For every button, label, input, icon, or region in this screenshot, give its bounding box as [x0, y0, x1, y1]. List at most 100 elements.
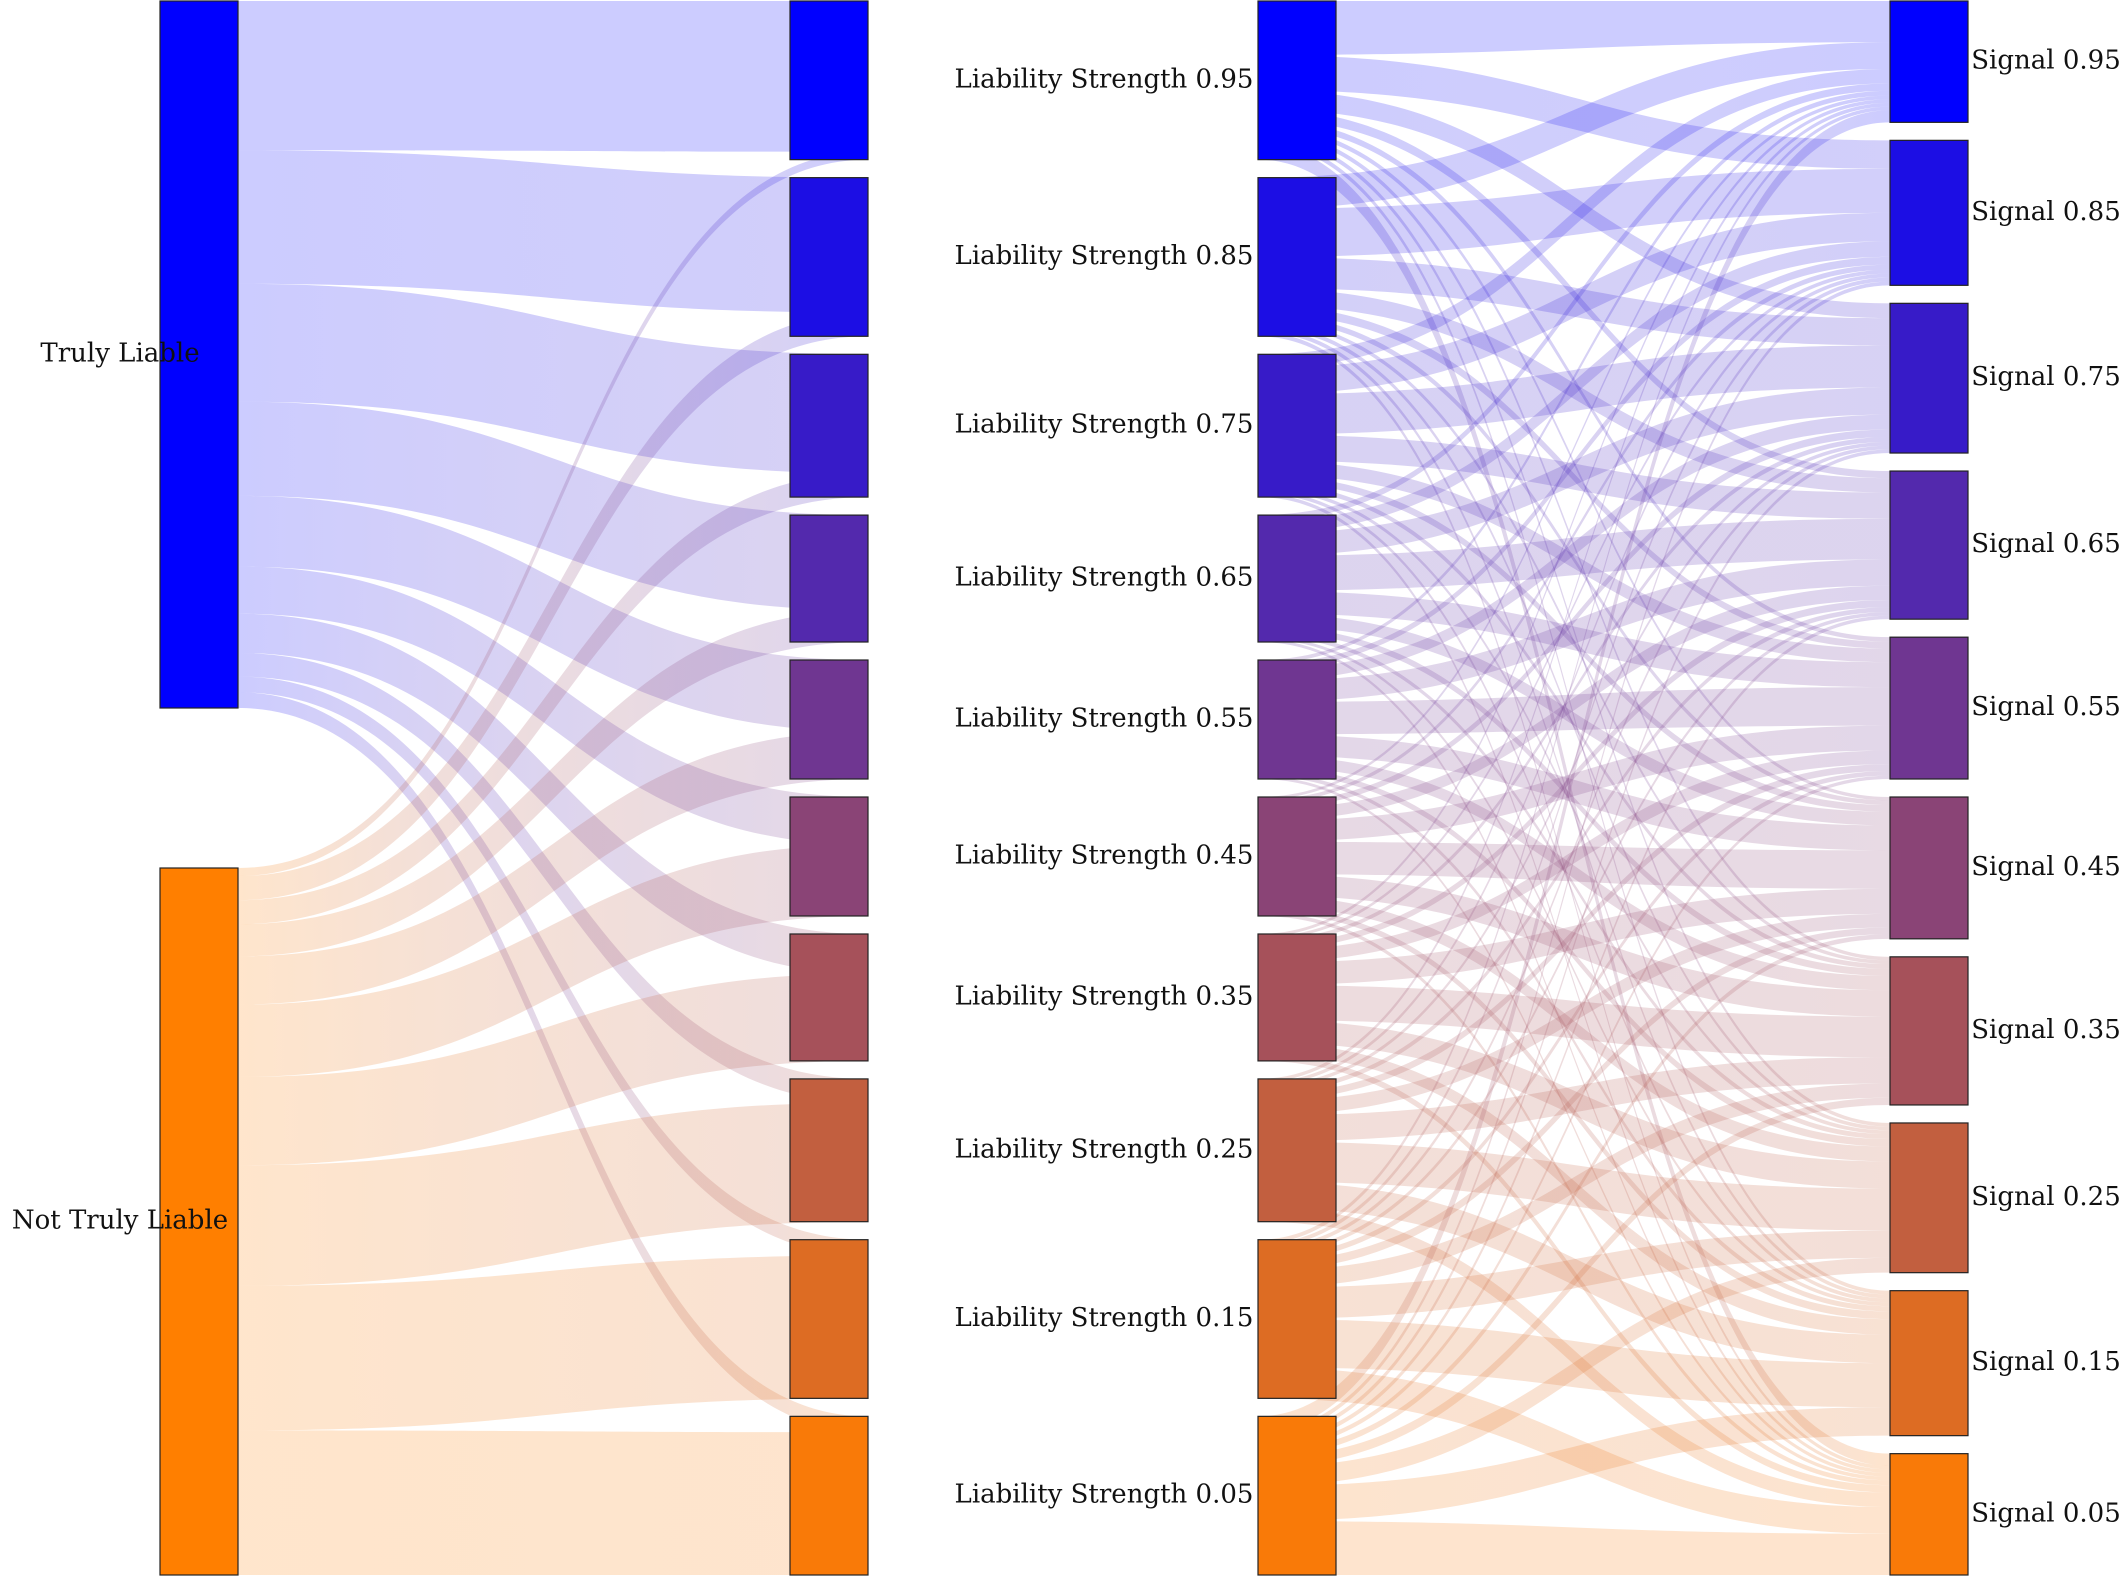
- link-strength-signal: [1258, 559, 1890, 702]
- strength-label: Liability Strength 0.15: [955, 1303, 1254, 1333]
- link-truth-strength: [238, 973, 868, 1166]
- link-strength-signal: [1258, 83, 1890, 522]
- link-strength-signal: [1258, 387, 1890, 557]
- links-strength-to-signal: [1258, 1, 1890, 1575]
- link-strength-signal: [1258, 102, 1890, 1083]
- link-strength-signal: [1258, 841, 1890, 889]
- link-strength-signal: [1258, 493, 1890, 1474]
- link-strength-signal: [1258, 775, 1890, 1452]
- link-strength-signal: [1258, 772, 1890, 1312]
- strength-node: [789, 796, 869, 917]
- link-strength-signal: [1258, 927, 1890, 1271]
- link-strength-signal: [1258, 99, 1890, 938]
- link-truth-strength: [238, 1430, 868, 1575]
- link-strength-signal: [1258, 110, 1890, 1433]
- strength-node: [1257, 353, 1337, 498]
- link-strength-signal: [1258, 449, 1890, 1442]
- link-truth-strength: [238, 610, 868, 957]
- link-truth-strength: [238, 150, 868, 313]
- truth-label: Not Truly Liable: [12, 1206, 228, 1236]
- strength-node: [1257, 659, 1337, 780]
- link-strength-signal: [1258, 888, 1890, 986]
- strength-node: [789, 1239, 869, 1399]
- link-strength-signal: [1258, 1230, 1890, 1320]
- link-strength-signal: [1258, 445, 1890, 1253]
- strength-label: Liability Strength 0.95: [955, 64, 1254, 94]
- link-truth-strength: [238, 1, 868, 152]
- link-truth-strength: [238, 1255, 868, 1431]
- signal-node: [1889, 956, 1969, 1106]
- truth-label: Truly Liable: [40, 339, 199, 369]
- link-strength-signal: [1258, 776, 1890, 1481]
- signal-label: Signal 0.75: [1971, 362, 2120, 392]
- link-strength-signal: [1258, 273, 1890, 1086]
- link-truth-strength: [238, 151, 868, 877]
- link-strength-signal: [1258, 277, 1890, 1249]
- link-truth-strength: [238, 1102, 868, 1286]
- link-strength-signal: [1258, 1407, 1890, 1522]
- strength-label: Liability Strength 0.65: [955, 563, 1254, 593]
- link-strength-signal: [1258, 332, 1890, 1470]
- strength-label: Liability Strength 0.75: [955, 410, 1254, 440]
- strength-node: [789, 1415, 869, 1576]
- signal-node: [1889, 139, 1969, 286]
- link-strength-signal: [1258, 1521, 1890, 1575]
- link-strength-signal: [1258, 771, 1890, 1263]
- strength-node: [1257, 514, 1337, 643]
- link-strength-signal: [1258, 725, 1890, 842]
- strength-node: [1257, 0, 1337, 161]
- strength-label: Liability Strength 0.05: [955, 1480, 1254, 1510]
- signal-label: Signal 0.65: [1971, 529, 2120, 559]
- link-strength-signal: [1258, 766, 1890, 1147]
- link-strength-signal: [1258, 934, 1890, 1458]
- link-strength-signal: [1258, 750, 1890, 963]
- signal-label: Signal 0.55: [1971, 692, 2120, 722]
- link-strength-signal: [1258, 436, 1890, 945]
- links-truth-to-strength: [238, 1, 868, 1575]
- link-truth-strength: [238, 401, 868, 611]
- signal-node: [1889, 302, 1969, 454]
- strength-label: Liability Strength 0.85: [955, 241, 1254, 271]
- labels: Truly Liable Not Truly Liable Liability St…: [12, 46, 2120, 1529]
- link-strength-signal: [1258, 612, 1890, 1257]
- link-strength-signal: [1258, 429, 1890, 810]
- signal-label: Signal 0.85: [1971, 197, 2120, 227]
- link-strength-signal: [1258, 143, 1890, 1466]
- link-strength-signal: [1258, 687, 1890, 735]
- link-strength-signal: [1258, 106, 1890, 1244]
- strength-label: Liability Strength 0.25: [955, 1134, 1254, 1164]
- truth-node: [159, 867, 239, 1576]
- signal-node: [1889, 470, 1969, 620]
- strength-node: [789, 514, 869, 643]
- strength-node: [1257, 177, 1337, 337]
- link-strength-signal: [1258, 256, 1890, 670]
- link-truth-strength: [238, 473, 868, 925]
- link-strength-signal: [1258, 1097, 1890, 1468]
- strength-node: [1257, 933, 1337, 1062]
- link-strength-signal: [1258, 615, 1890, 1447]
- signal-node: [1889, 1290, 1969, 1437]
- link-strength-signal: [1258, 281, 1890, 1437]
- strength-node: [1257, 796, 1337, 917]
- signal-node: [1889, 636, 1969, 780]
- signal-node: [1889, 1122, 1969, 1274]
- link-strength-signal: [1258, 264, 1890, 804]
- signal-label: Signal 0.95: [1971, 46, 2120, 76]
- signal-label: Signal 0.35: [1971, 1015, 2120, 1045]
- strength-node: [789, 0, 869, 161]
- link-strength-signal: [1258, 585, 1890, 821]
- strength-node: [1257, 1415, 1337, 1576]
- strength-node: [789, 353, 869, 498]
- strength-node: [789, 177, 869, 337]
- link-truth-strength: [238, 283, 868, 474]
- link-truth-strength: [238, 312, 868, 901]
- link-strength-signal: [1258, 90, 1890, 664]
- link-strength-signal: [1258, 241, 1890, 534]
- signal-label: Signal 0.25: [1971, 1182, 2120, 1212]
- link-strength-signal: [1258, 1257, 1890, 1487]
- signal-label: Signal 0.15: [1971, 1347, 2120, 1377]
- strength-node: [789, 659, 869, 780]
- link-strength-signal: [1258, 638, 1890, 1477]
- signal-label: Signal 0.45: [1971, 852, 2120, 882]
